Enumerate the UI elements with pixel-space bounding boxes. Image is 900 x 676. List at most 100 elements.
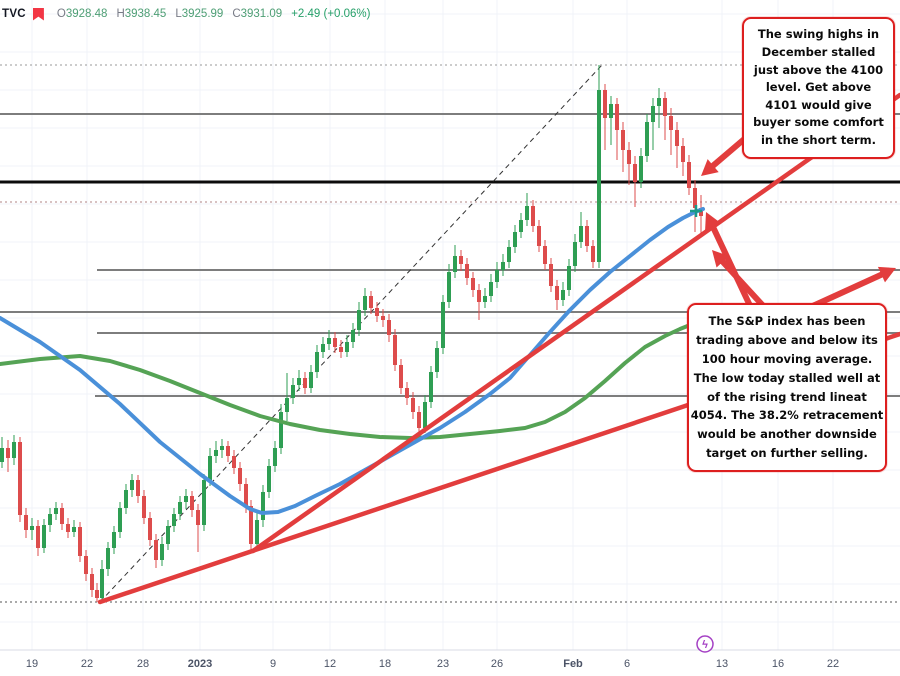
candle-body [315,352,319,372]
candle-body [363,296,367,310]
change-value: +2.49 (+0.06%) [291,8,371,20]
x-axis-label[interactable]: 23 [437,658,449,670]
candle-body [202,480,206,525]
candle-body [6,448,10,458]
x-axis-label[interactable]: 13 [716,658,728,670]
candle-body [345,342,349,352]
candle-body [381,316,385,320]
candle-body [351,330,355,342]
candle-body [645,122,649,156]
candle-body [178,502,182,514]
bookmark-icon[interactable] [32,7,44,21]
candle-body [66,524,70,532]
candle-body [495,270,499,282]
x-axis-label[interactable]: 6 [624,658,630,670]
replay-marker-icon[interactable] [696,635,714,653]
x-axis-label[interactable]: 2023 [188,658,212,670]
callout-swing-highs[interactable]: The swing highs in December stalled just a… [742,17,895,159]
callout-text-line: 4054. The 38.2% retracement [690,408,884,423]
candle-body [84,556,88,574]
candle-body [112,532,116,548]
candle-body [100,569,104,598]
rising-trend-line-steep[interactable] [250,92,900,554]
candle-body [154,540,158,560]
callout-text-line: trading above and below its [696,333,878,348]
x-axis-label[interactable]: 16 [772,658,784,670]
candle-body [543,246,547,264]
candle-body [375,308,379,316]
candle-body [429,372,433,402]
x-axis-label[interactable]: 22 [81,658,93,670]
candle-body [18,442,22,515]
x-axis-label[interactable]: 19 [26,658,38,670]
callout-text-line: target on further selling. [706,445,868,460]
callout-text-line: level. Get above [765,80,872,95]
candle-body [627,150,631,164]
candle-body [507,247,511,262]
candle-body [184,496,188,502]
candle-body [561,290,565,300]
candle-body [60,508,64,524]
x-axis-label[interactable]: 18 [379,658,391,670]
candle-body [124,490,128,508]
candle-body [273,448,277,466]
candle-body [681,146,685,162]
candle-body [399,365,403,388]
candle-body [597,90,601,262]
callout-text-line: 4101 would give [765,97,872,112]
dashed-trendline[interactable] [99,64,603,603]
x-axis-label[interactable]: 12 [324,658,336,670]
candle-body [465,264,469,278]
x-axis-label[interactable]: 28 [137,658,149,670]
ma-green-line[interactable] [0,323,692,440]
x-axis-label[interactable]: Feb [563,658,583,670]
candle-body [609,104,613,118]
callout-text-line: in the short term. [760,132,877,147]
candle-body [531,206,535,226]
x-axis-label[interactable]: 9 [270,658,276,670]
candle-body [106,548,110,569]
open-value: O3928.48 [56,8,108,20]
ma-blue-line[interactable] [0,207,705,515]
candle-body [501,262,505,270]
candle-body [327,338,331,344]
candle-body [423,402,427,428]
candle-body [603,90,607,118]
callout-text-line: of the rising trend lineat [707,389,867,404]
candle-body [393,335,397,365]
ohlc-info-bar: TVC O3928.48 H3938.45 L3925.99 C3931.09 … [2,6,370,22]
candle-body [519,220,523,232]
x-axis-label[interactable]: 22 [827,658,839,670]
candle-body [657,98,661,106]
lightning-icon[interactable]: ϟ [702,639,708,651]
symbol-label: TVC [2,8,26,20]
candle-body [78,527,82,556]
candle-body [357,310,361,330]
candle-body [471,278,475,290]
candle-body [255,520,259,544]
candle-body [417,412,421,428]
low-value: L3925.99 [175,8,224,20]
candle-body [261,492,265,520]
arrow-head [877,266,896,283]
candle-body [621,130,625,150]
candle-body [54,508,58,514]
callout-text-line: just above the 4100 [753,62,884,77]
candle-body [303,378,307,388]
callout-sp-index[interactable]: The S&P index has been trading above and … [687,303,887,472]
candle-body [267,466,271,492]
candle-body [172,514,176,526]
candle-body [36,526,40,548]
candle-body [633,164,637,182]
candle-body [90,574,94,590]
candle-body [214,450,218,456]
candle-body [567,266,571,290]
candle-body [220,446,224,450]
x-axis-label[interactable]: 26 [491,658,503,670]
callout-text-line: would be another downside [697,427,877,442]
candle-body [42,525,46,548]
candle-body [297,378,301,385]
candle-body [591,246,595,262]
candle-body [639,156,643,182]
candle-body [24,515,28,530]
